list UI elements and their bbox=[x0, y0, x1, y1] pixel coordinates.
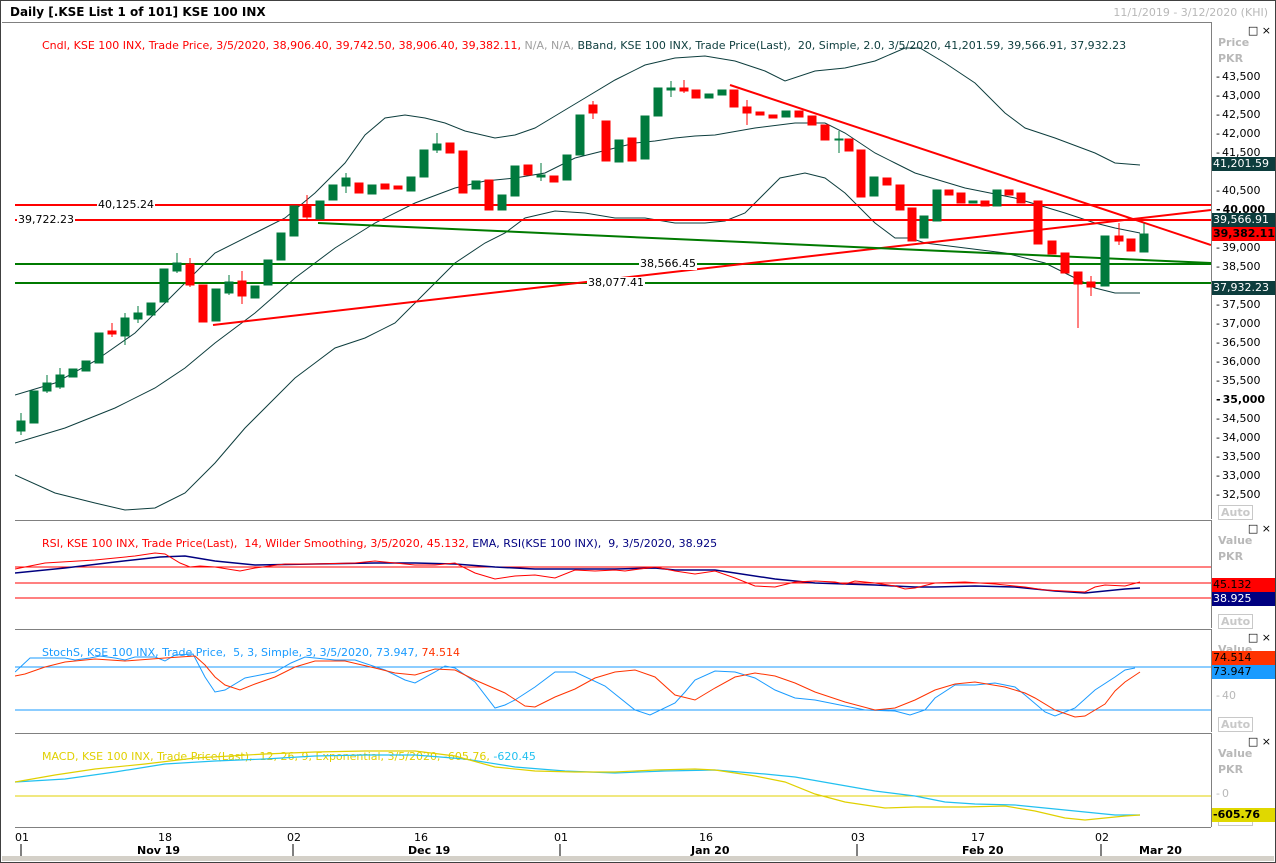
rsi-axis[interactable]: □ × Value PKR 45.132 38.925 Auto bbox=[1211, 520, 1275, 629]
x-tick: 18 bbox=[158, 831, 172, 844]
tick: 35,000 bbox=[1216, 393, 1265, 406]
bband-upper-tag: 41,201.59 bbox=[1212, 157, 1275, 171]
macd-axis-unit: PKR bbox=[1218, 763, 1244, 776]
stoch-pane[interactable]: StochS, KSE 100 INX, Trade Price, 5, 3, … bbox=[15, 629, 1211, 733]
date-axis-ticks bbox=[20, 844, 1102, 858]
tick: 43,500 bbox=[1216, 70, 1261, 83]
auto-scale-button[interactable]: Auto bbox=[1218, 614, 1254, 629]
macd-legend-signal: -620.45 bbox=[489, 750, 536, 763]
tick: 36,000 bbox=[1216, 355, 1261, 368]
rsi-axis-label: Value bbox=[1218, 534, 1253, 547]
price-axis-label: Price bbox=[1218, 36, 1250, 49]
stoch-d-tag: 74.514 bbox=[1212, 651, 1275, 665]
x-tick: 16 bbox=[414, 831, 428, 844]
auto-scale-button[interactable]: Auto bbox=[1218, 717, 1254, 732]
tick: 34,500 bbox=[1216, 412, 1261, 425]
tick: 36,500 bbox=[1216, 336, 1261, 349]
tick: 38,500 bbox=[1216, 260, 1261, 273]
rsi-legend-main: RSI, KSE 100 INX, Trade Price(Last), 14,… bbox=[41, 537, 469, 550]
date-axis[interactable]: 01 18 02 16 01 16 03 17 02 Nov 19 Dec 19… bbox=[15, 827, 1211, 858]
macd-pane[interactable]: MACD, KSE 100 INX, Trade Price(Last), 12… bbox=[15, 733, 1211, 828]
x-tick: 01 bbox=[15, 831, 29, 844]
stoch-plot bbox=[15, 653, 1211, 718]
bband-legend: BBand, KSE 100 INX, Trade Price(Last), 2… bbox=[573, 39, 1127, 52]
x-month: Jan 20 bbox=[691, 844, 730, 857]
rsi-plot bbox=[15, 552, 1211, 599]
x-month: Dec 19 bbox=[408, 844, 451, 857]
tick: 32,500 bbox=[1216, 488, 1261, 501]
tick: 42,500 bbox=[1216, 108, 1261, 121]
price-legend: Cndl, KSE 100 INX, Trade Price, 3/5/2020… bbox=[21, 26, 1126, 65]
price-pane[interactable]: Cndl, KSE 100 INX, Trade Price, 3/5/2020… bbox=[15, 22, 1211, 520]
stoch-axis[interactable]: □ × Value 74.514 73.947 40 Auto bbox=[1211, 629, 1275, 732]
hline-label-38566: 38,566.45 bbox=[639, 257, 697, 270]
hline-label-39722: 39,722.23 bbox=[17, 213, 75, 226]
rsi-value-tag: 45.132 bbox=[1212, 578, 1275, 592]
pane-controls[interactable]: □ × bbox=[1247, 631, 1271, 644]
rsi-axis-unit: PKR bbox=[1218, 550, 1244, 563]
rsi-pane[interactable]: RSI, KSE 100 INX, Trade Price(Last), 14,… bbox=[15, 520, 1211, 629]
tick: 33,500 bbox=[1216, 450, 1261, 463]
tick: 37,500 bbox=[1216, 298, 1261, 311]
macd-value-tag: -605.76 bbox=[1212, 808, 1275, 822]
rsi-legend-ema: EMA, RSI(KSE 100 INX), 9, 3/5/2020, 38.9… bbox=[468, 537, 718, 550]
price-axis-unit: PKR bbox=[1218, 52, 1244, 65]
pane-controls[interactable]: □ × bbox=[1247, 522, 1271, 535]
hline-label-40125: 40,125.24 bbox=[97, 198, 155, 211]
bband-middle-tag: 39,566.91 bbox=[1212, 213, 1275, 227]
macd-axis[interactable]: □ × Value PKR 0 Auto -605.76 bbox=[1211, 733, 1275, 827]
macd-tick-0: 0 bbox=[1216, 787, 1229, 800]
price-axis[interactable]: □ × Price PKR 43,500 43,000 42,500 42,00… bbox=[1211, 22, 1275, 520]
title-bar: Daily [.KSE List 1 of 101] KSE 100 INX 1… bbox=[2, 2, 1274, 23]
tick: 40,500 bbox=[1216, 184, 1261, 197]
macd-axis-label: Value bbox=[1218, 747, 1253, 760]
x-month: Feb 20 bbox=[962, 844, 1004, 857]
price-plot bbox=[15, 47, 1211, 511]
rsi-legend: RSI, KSE 100 INX, Trade Price(Last), 14,… bbox=[21, 524, 717, 563]
candle-legend: Cndl, KSE 100 INX, Trade Price, 3/5/2020… bbox=[41, 39, 522, 52]
na-legend: N/A, N/A, bbox=[521, 39, 574, 52]
tick: 35,500 bbox=[1216, 374, 1261, 387]
tick: 34,000 bbox=[1216, 431, 1261, 444]
horizontal-scrollbar[interactable] bbox=[2, 856, 1274, 861]
macd-legend: MACD, KSE 100 INX, Trade Price(Last), 12… bbox=[21, 737, 536, 776]
hline-label-38077: 38,077.41 bbox=[587, 276, 645, 289]
macd-plot bbox=[15, 750, 1211, 821]
tick: 41,500 bbox=[1216, 146, 1261, 159]
x-month: Nov 19 bbox=[137, 844, 181, 857]
stoch-k-tag: 73.947 bbox=[1212, 665, 1275, 679]
tick: 39,000 bbox=[1216, 241, 1261, 254]
tick: 40,000 bbox=[1216, 203, 1265, 216]
tick: 37,000 bbox=[1216, 317, 1261, 330]
rsi-ema-tag: 38.925 bbox=[1212, 592, 1275, 606]
close-price-tag: 39,382.11 bbox=[1212, 227, 1275, 241]
stoch-legend: StochS, KSE 100 INX, Trade Price, 5, 3, … bbox=[21, 633, 460, 672]
pane-controls[interactable]: □ × bbox=[1247, 735, 1271, 748]
tick: 43,000 bbox=[1216, 89, 1261, 102]
bband-lower-tag: 37,932.23 bbox=[1212, 281, 1275, 295]
stoch-legend-main: StochS, KSE 100 INX, Trade Price, 5, 3, … bbox=[41, 646, 418, 659]
stoch-tick-40: 40 bbox=[1216, 689, 1236, 702]
x-tick: 03 bbox=[851, 831, 865, 844]
x-tick: 02 bbox=[287, 831, 301, 844]
pane-controls[interactable]: □ × bbox=[1247, 24, 1271, 37]
candles bbox=[16, 80, 1149, 435]
x-tick: 01 bbox=[554, 831, 568, 844]
x-tick: 17 bbox=[971, 831, 985, 844]
x-tick: 02 bbox=[1095, 831, 1109, 844]
tick: 33,000 bbox=[1216, 469, 1261, 482]
stoch-legend-d: 74.514 bbox=[418, 646, 460, 659]
chart-title: Daily [.KSE List 1 of 101] KSE 100 INX bbox=[10, 5, 266, 19]
tick: 42,000 bbox=[1216, 127, 1261, 140]
x-month: Mar 20 bbox=[1139, 844, 1182, 857]
x-tick: 16 bbox=[699, 831, 713, 844]
date-range: 11/1/2019 - 3/12/2020 (KHI) bbox=[1113, 6, 1268, 19]
auto-scale-button[interactable]: Auto bbox=[1218, 505, 1254, 520]
